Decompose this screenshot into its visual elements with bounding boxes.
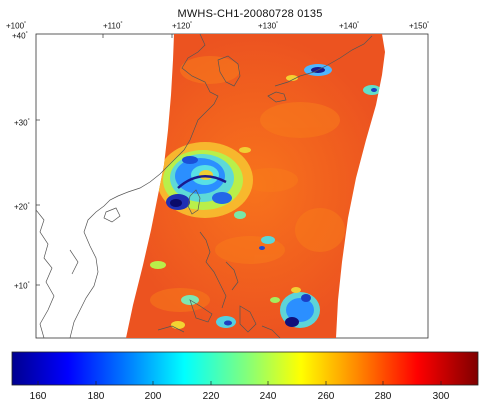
colorbar-label-180: 180 <box>87 391 105 402</box>
colorbar <box>11 351 479 386</box>
colorbar-label-220: 220 <box>202 391 220 402</box>
lon-tick-140: +140° <box>339 21 360 31</box>
colorbar-label-160: 160 <box>29 391 47 402</box>
lat-tick-40: +40° <box>12 31 28 41</box>
map-title: MWHS-CH1-20080728 0135 <box>177 8 323 20</box>
colorbar-label-300: 300 <box>432 391 450 402</box>
colorbar-label-240: 240 <box>259 391 277 402</box>
colorbar-label-260: 260 <box>317 391 335 402</box>
lat-tick-10: +10° <box>14 281 30 291</box>
brightness-temperature-swath <box>126 34 385 338</box>
lon-tick-100: +100° <box>6 21 27 31</box>
colorbar-ticks <box>37 381 442 385</box>
lon-tick-110: +110° <box>103 21 123 31</box>
southeast-cloud-cluster <box>280 287 320 328</box>
lon-tick-120: +120° <box>172 21 193 31</box>
scattered-convection <box>150 147 280 329</box>
lat-tick-20: +20° <box>14 202 30 212</box>
coastlines <box>36 34 373 338</box>
typhoon-cloud-system <box>157 142 253 218</box>
lon-tick-150: +150° <box>409 21 430 31</box>
lat-tick-30: +30° <box>14 118 30 128</box>
colorbar-label-200: 200 <box>144 391 162 402</box>
colorbar-label-280: 280 <box>374 391 392 402</box>
lon-tick-130: +130° <box>258 21 279 31</box>
